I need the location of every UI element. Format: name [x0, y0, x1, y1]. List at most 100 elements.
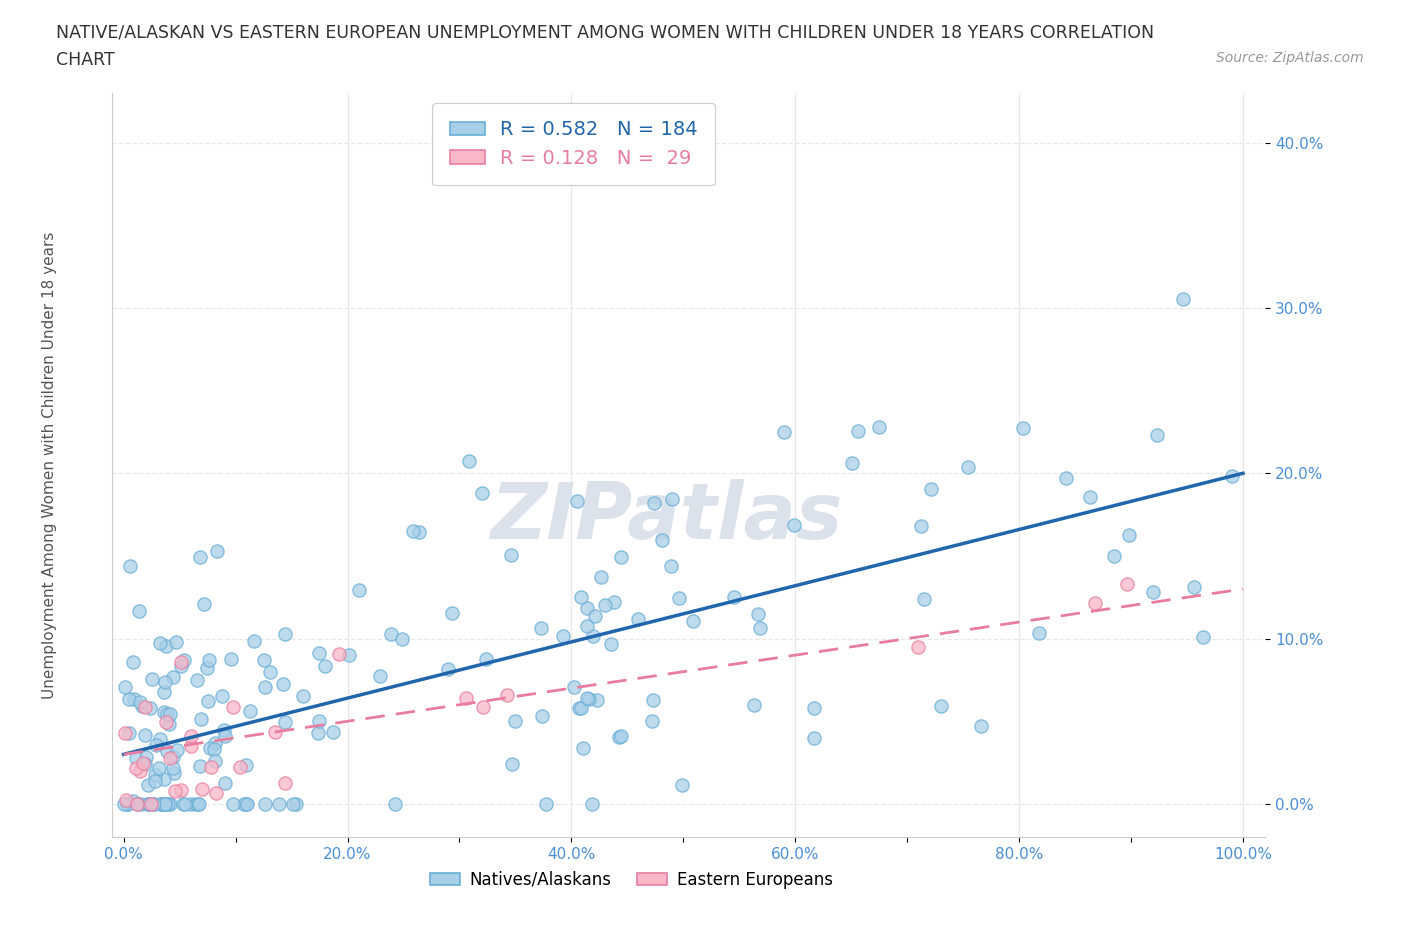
Point — [120, 559, 142, 574]
Point — [188, 796, 211, 811]
Point — [214, 775, 236, 790]
Point — [607, 729, 630, 744]
Point — [929, 698, 952, 713]
Point — [118, 692, 141, 707]
Point — [307, 725, 329, 740]
Point — [259, 665, 281, 680]
Point — [135, 749, 157, 764]
Point — [308, 713, 330, 728]
Point — [235, 796, 257, 811]
Point — [149, 731, 172, 746]
Legend: Natives/Alaskans, Eastern Europeans: Natives/Alaskans, Eastern Europeans — [423, 864, 839, 896]
Point — [190, 781, 212, 796]
Point — [153, 796, 176, 811]
Point — [157, 796, 180, 811]
Point — [143, 774, 166, 789]
Point — [723, 590, 745, 604]
Point — [149, 635, 172, 650]
Point — [803, 700, 825, 715]
Point — [143, 767, 166, 782]
Point — [471, 699, 494, 714]
Point — [211, 688, 233, 703]
Point — [1102, 549, 1125, 564]
Point — [157, 716, 180, 731]
Point — [205, 544, 228, 559]
Point — [582, 629, 605, 644]
Point — [193, 596, 215, 611]
Point — [117, 796, 139, 811]
Point — [551, 629, 574, 644]
Point — [117, 796, 139, 811]
Point — [783, 518, 806, 533]
Point — [159, 707, 181, 722]
Point — [572, 740, 595, 755]
Point — [454, 690, 477, 705]
Point — [920, 481, 942, 496]
Point — [530, 709, 553, 724]
Point — [136, 796, 159, 811]
Point — [172, 796, 194, 811]
Point — [159, 751, 181, 765]
Point — [149, 796, 172, 811]
Point — [173, 652, 195, 667]
Point — [118, 725, 141, 740]
Point — [595, 598, 617, 613]
Point — [188, 759, 211, 774]
Point — [212, 722, 235, 737]
Point — [501, 548, 523, 563]
Point — [281, 796, 304, 811]
Point — [1220, 468, 1243, 483]
Point — [269, 796, 291, 811]
Point — [190, 711, 212, 726]
Point — [156, 707, 179, 722]
Point — [229, 760, 252, 775]
Point — [471, 485, 494, 500]
Point — [314, 658, 336, 673]
Point — [155, 744, 177, 759]
Point — [263, 724, 285, 739]
Point — [253, 679, 276, 694]
Point — [174, 796, 197, 811]
Point — [235, 758, 257, 773]
Point — [162, 750, 184, 764]
Point — [253, 796, 276, 811]
Point — [337, 647, 360, 662]
Text: Source: ZipAtlas.com: Source: ZipAtlas.com — [1216, 51, 1364, 65]
Point — [131, 698, 153, 713]
Point — [747, 606, 769, 621]
Point — [562, 680, 585, 695]
Point — [391, 631, 413, 646]
Point — [198, 740, 221, 755]
Point — [380, 627, 402, 642]
Point — [565, 494, 588, 509]
Point — [236, 796, 259, 811]
Point — [910, 519, 932, 534]
Point — [384, 796, 406, 811]
Point — [841, 456, 863, 471]
Point — [204, 736, 226, 751]
Point — [1182, 579, 1205, 594]
Point — [742, 698, 765, 712]
Point — [610, 550, 633, 565]
Point — [112, 796, 135, 811]
Point — [402, 524, 425, 538]
Point — [671, 777, 693, 792]
Point — [114, 680, 136, 695]
Point — [222, 796, 245, 811]
Point — [170, 658, 193, 673]
Point — [253, 653, 276, 668]
Point — [569, 590, 592, 604]
Point — [138, 777, 160, 792]
Point — [162, 670, 184, 684]
Point — [1084, 595, 1107, 610]
Point — [163, 784, 186, 799]
Point — [308, 645, 330, 660]
Point — [239, 703, 262, 718]
Point — [162, 761, 184, 776]
Point — [200, 760, 222, 775]
Point — [661, 491, 683, 506]
Point — [145, 737, 167, 752]
Point — [575, 691, 598, 706]
Point — [125, 796, 148, 811]
Point — [198, 653, 221, 668]
